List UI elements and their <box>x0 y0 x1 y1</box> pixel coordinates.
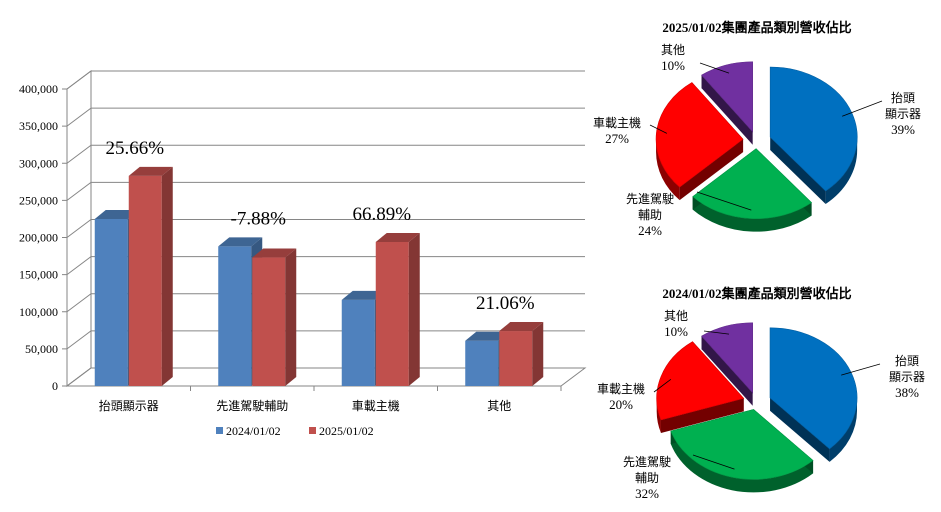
pie-slice-3 <box>701 61 753 133</box>
pie-slice-2 <box>655 82 744 188</box>
y-tick-label: 200,000 <box>19 231 58 245</box>
legend-swatch <box>216 427 223 434</box>
gridline <box>66 330 585 350</box>
leader-line <box>653 378 672 393</box>
leader-line <box>842 100 883 117</box>
pie-value-label: 24% <box>638 223 662 238</box>
category-label: 車載主機 <box>352 398 400 413</box>
pie-category-label: 顯示器 <box>889 370 925 384</box>
bar-1-1 <box>252 248 297 386</box>
pie-title: 2025/01/02集團產品類別營收佔比 <box>662 20 851 35</box>
pie-value-label: 38% <box>895 385 919 400</box>
pie-slice-side <box>701 75 753 145</box>
pie-slice-0 <box>769 66 858 192</box>
bar-3-1 <box>499 322 544 386</box>
leader-line <box>696 191 752 211</box>
pie-category-label: 輔助 <box>635 471 659 485</box>
pie-slice-side <box>770 137 858 204</box>
y-tick-label: 250,000 <box>19 193 58 207</box>
gridline <box>66 181 585 201</box>
pie-slice-side <box>701 336 753 406</box>
gridline <box>66 144 585 164</box>
legend-swatch <box>309 427 316 434</box>
growth-label: 25.66% <box>105 138 164 159</box>
pie-category-label: 顯示器 <box>885 107 921 121</box>
y-tick-label: 350,000 <box>19 119 58 133</box>
y-tick-label: 150,000 <box>19 268 58 282</box>
y-tick-label: 50,000 <box>25 342 58 356</box>
pie-slice-3 <box>701 322 753 394</box>
pie-category-label: 車載主機 <box>597 381 645 396</box>
leader-line <box>699 62 730 74</box>
pie-category-label: 其他 <box>661 43 685 57</box>
pie-value-label: 32% <box>635 486 659 501</box>
pie-slice-0 <box>769 327 858 450</box>
pie-category-label: 輔助 <box>638 208 662 222</box>
leader-line <box>703 330 730 335</box>
legend-item: 2024/01/02 <box>216 424 281 438</box>
gridline <box>66 367 585 387</box>
bar-2-1 <box>375 232 420 386</box>
y-tick-label: 0 <box>52 379 58 393</box>
gridline <box>66 70 585 90</box>
pie-slice-1 <box>670 409 814 480</box>
pie-category-label: 抬頭 <box>895 354 919 368</box>
gridline <box>66 107 585 127</box>
pie-category-label: 抬頭 <box>891 91 915 105</box>
pie-value-label: 27% <box>605 131 629 146</box>
category-label: 抬頭顯示器 <box>99 399 159 413</box>
legend-item: 2025/01/02 <box>309 424 374 438</box>
bar-chart: 0 50,000 100,000 150,000 200,000 250,000 300,0… <box>19 70 587 438</box>
pie-title: 2024/01/02集團產品類別營收佔比 <box>662 286 851 301</box>
legend-label: 2024/01/02 <box>226 424 281 438</box>
category-label: 其他 <box>487 399 511 413</box>
pie-value-label: 39% <box>891 122 915 137</box>
y-tick-label: 300,000 <box>19 156 58 170</box>
pie-slice-2 <box>656 341 745 421</box>
growth-label: -7.88% <box>231 208 287 229</box>
pie-category-label: 先進駕駛 <box>623 455 671 469</box>
pie-slice-side <box>770 397 858 462</box>
y-tick-label: 400,000 <box>19 82 58 96</box>
gridline <box>66 256 585 276</box>
bar-0-1 <box>128 166 173 386</box>
gridline <box>66 219 585 238</box>
y-tick-label: 100,000 <box>19 305 58 319</box>
pie-slice-1 <box>692 148 813 219</box>
growth-label: 21.06% <box>476 293 535 314</box>
pie-value-label: 10% <box>664 324 688 339</box>
leader-line <box>841 363 881 376</box>
pie-category-label: 車載主機 <box>593 115 641 130</box>
category-label: 先進駕駛輔助 <box>216 399 288 413</box>
pie-value-label: 10% <box>661 58 685 73</box>
gridline <box>66 293 585 313</box>
pie-category-label: 其他 <box>664 309 688 323</box>
growth-label: 66.89% <box>352 204 411 225</box>
pie-category-label: 先進駕駛 <box>626 192 674 206</box>
legend-label: 2025/01/02 <box>319 424 374 438</box>
leader-line <box>649 124 668 134</box>
leader-line <box>692 454 735 470</box>
pie-value-label: 20% <box>609 397 633 412</box>
